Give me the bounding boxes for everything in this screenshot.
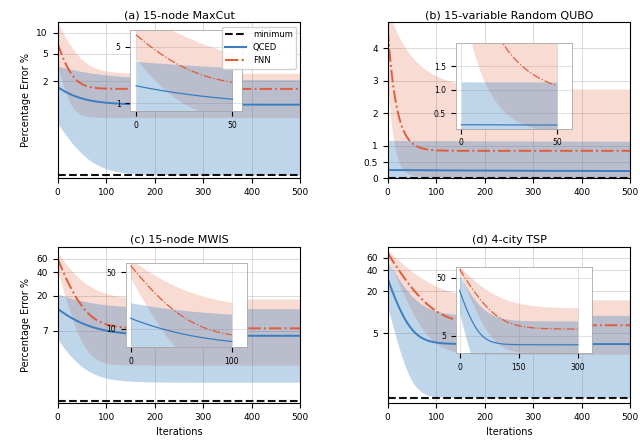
Legend: minimum, QCED, FNN: minimum, QCED, FNN — [222, 26, 296, 69]
X-axis label: Iterations: Iterations — [486, 427, 532, 438]
Title: (a) 15-node MaxCut: (a) 15-node MaxCut — [124, 10, 234, 20]
Y-axis label: Percentage Error %: Percentage Error % — [21, 53, 31, 147]
Y-axis label: Percentage Error %: Percentage Error % — [21, 278, 31, 372]
X-axis label: Iterations: Iterations — [156, 427, 202, 438]
Title: (b) 15-variable Random QUBO: (b) 15-variable Random QUBO — [425, 10, 593, 20]
Title: (c) 15-node MWIS: (c) 15-node MWIS — [129, 235, 228, 245]
Title: (d) 4-city TSP: (d) 4-city TSP — [472, 235, 547, 245]
